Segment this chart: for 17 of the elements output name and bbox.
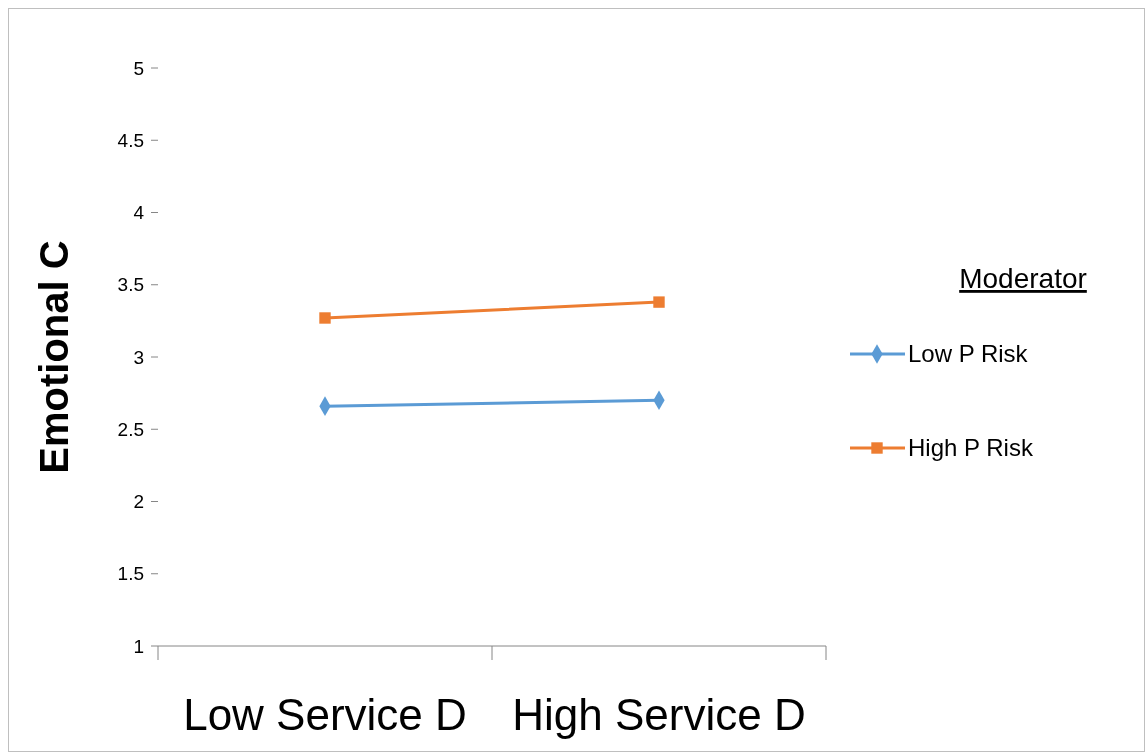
point [319, 312, 331, 324]
y-tick-label: 4.5 [117, 129, 144, 151]
legend-label: High P Risk [908, 434, 1034, 462]
y-tick-label: 5 [133, 57, 144, 79]
y-tick-label: 2 [133, 491, 144, 513]
y-tick-label: 2.5 [117, 418, 144, 440]
x-tick-label: High Service D [512, 690, 806, 739]
y-tick-label: 1.5 [117, 563, 144, 585]
point [653, 296, 665, 308]
x-tick-label: Low Service D [183, 690, 467, 739]
y-tick-label: 3 [133, 346, 144, 368]
y-tick-label: 3.5 [117, 274, 144, 296]
y-axis-title: Emotional C [32, 240, 76, 474]
y-tick-label: 4 [133, 202, 145, 224]
y-tick-label: 1 [133, 635, 144, 657]
legend-title: Moderator [959, 263, 1087, 294]
legend-label: Low P Risk [908, 340, 1029, 368]
